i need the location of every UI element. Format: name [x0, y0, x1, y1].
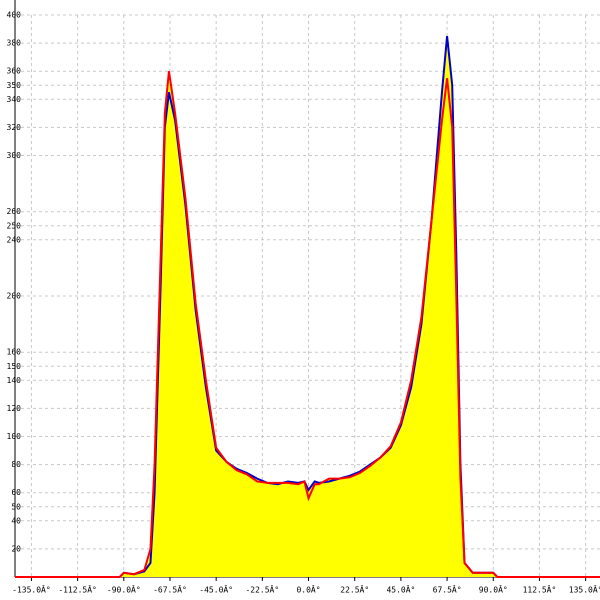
x-tick-label: 22.5Â° [340, 584, 369, 595]
y-tick-label: 200 [7, 292, 22, 301]
y-tick-label: 140 [7, 376, 22, 385]
y-tick-label: 260 [7, 207, 22, 216]
x-tick-label: 135.0Â° [569, 584, 600, 595]
y-tick-label: 360 [7, 67, 22, 76]
y-tick-label: 150 [7, 362, 22, 371]
x-tick-label: -112.5Â° [58, 584, 97, 595]
line [15, 71, 600, 578]
y-tick-label: 80 [11, 460, 21, 469]
y-tick-label: 400 [7, 11, 22, 20]
y-tick-label: 300 [7, 151, 22, 160]
y-tick-label: 120 [7, 404, 22, 413]
x-tick-label: 67.5Â° [433, 584, 462, 595]
y-tick-label: 20 [11, 544, 21, 553]
y-tick-label: 50 [11, 502, 21, 511]
y-tick-label: 350 [7, 81, 22, 90]
y-tick-label: 40 [11, 516, 21, 525]
y-tick-label: 60 [11, 488, 21, 497]
x-tick-label: -22.5Â° [245, 584, 279, 595]
x-tick-label: -135.0Â° [12, 584, 51, 595]
x-tick-label: 112.5Â° [523, 584, 557, 595]
x-tick-label: 45.0Â° [386, 584, 415, 595]
y-tick-label: 320 [7, 123, 22, 132]
y-tick-label: 250 [7, 221, 22, 230]
y-tick-label: 340 [7, 95, 22, 104]
y-tick-label: 100 [7, 432, 22, 441]
area [15, 71, 600, 577]
x-tick-label: 0.0Â° [296, 584, 320, 595]
y-tick-label: 240 [7, 235, 22, 244]
y-tick-label: 160 [7, 348, 22, 357]
x-tick-label: -45.0Â° [199, 584, 233, 595]
y-tick-label: 380 [7, 39, 22, 48]
x-tick-label: -90.0Â° [107, 584, 141, 595]
x-tick-label: -67.5Â° [153, 584, 187, 595]
x-tick-label: 90.0Â° [479, 584, 508, 595]
